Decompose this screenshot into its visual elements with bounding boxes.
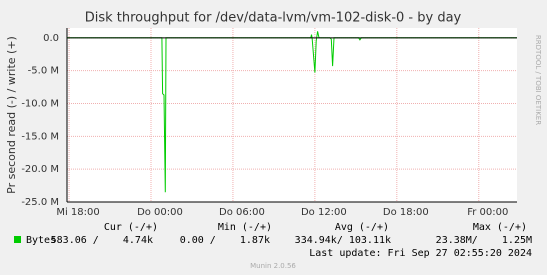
x-tick-label: Mi 18:00: [56, 207, 99, 218]
y-tick-label: -15.0 M: [21, 131, 59, 142]
stats-header: Avg (-/+): [335, 222, 389, 233]
stats-value: 583.06 / 4.74k: [51, 235, 153, 246]
stats-value: 0.00 / 1.87k: [180, 235, 270, 246]
y-tick-label: -25.0 M: [21, 197, 59, 208]
y-axis-label: Pr second read (-) / write (+): [5, 36, 18, 194]
footer: Munin 2.0.56: [250, 262, 296, 270]
x-tick-label: Do 00:00: [137, 207, 183, 218]
legend-swatch: [14, 236, 21, 243]
y-tick-label: -20.0 M: [21, 164, 59, 175]
side-label: RRDTOOL / TOBI OETIKER: [534, 35, 542, 125]
x-tick-label: Do 18:00: [383, 207, 429, 218]
y-tick-label: -10.0 M: [21, 99, 59, 110]
last-update: Last update: Fri Sep 27 02:55:20 2024: [309, 248, 532, 259]
x-tick-label: Fr 00:00: [467, 207, 508, 218]
stats-header: Max (-/+): [473, 222, 527, 233]
stats-value: 334.94k/ 103.11k: [295, 235, 391, 246]
y-tick-label: -5.0 M: [28, 66, 59, 77]
stats-header: Cur (-/+): [104, 222, 158, 233]
stats-value: 23.38M/ 1.25M: [436, 235, 532, 246]
x-tick-label: Do 12:00: [301, 207, 347, 218]
plot-area: [67, 28, 517, 202]
x-tick-label: Do 06:00: [219, 207, 265, 218]
legend-label: Bytes: [26, 235, 56, 246]
chart-title: Disk throughput for /dev/data-lvm/vm-102…: [85, 11, 462, 26]
stats-header: Min (-/+): [218, 222, 272, 233]
y-tick-label: 0.0: [43, 33, 59, 44]
